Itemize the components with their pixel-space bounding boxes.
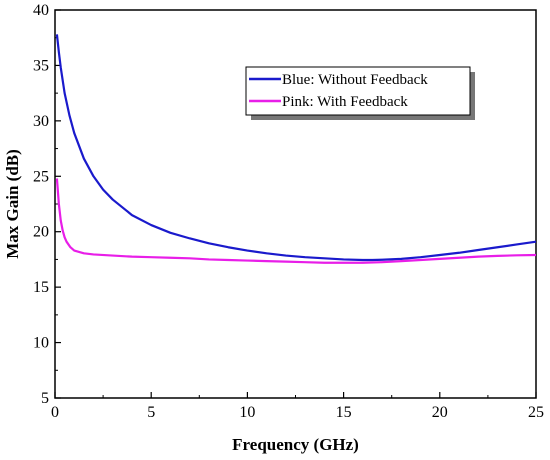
x-tick-label: 20 xyxy=(432,404,448,421)
x-tick-label: 5 xyxy=(147,404,155,421)
x-axis-title: Frequency (GHz) xyxy=(232,435,359,454)
x-tick-label: 0 xyxy=(51,404,59,421)
x-tick-label: 25 xyxy=(528,404,544,421)
y-tick-label: 30 xyxy=(33,113,49,130)
y-tick-label: 5 xyxy=(41,390,49,407)
y-tick-label: 25 xyxy=(33,168,49,185)
y-tick-label: 15 xyxy=(33,279,49,296)
y-tick-label: 40 xyxy=(33,2,49,19)
y-tick-label: 10 xyxy=(33,335,49,352)
x-tick-label: 10 xyxy=(239,404,255,421)
series-line-with-feedback xyxy=(55,178,537,264)
legend-label: Blue: Without Feedback xyxy=(282,72,428,88)
legend-label: Pink: With Feedback xyxy=(282,94,408,110)
y-axis-title: Max Gain (dB) xyxy=(3,149,22,259)
legend-box xyxy=(245,66,471,116)
x-tick-label: 15 xyxy=(336,404,352,421)
y-tick-label: 20 xyxy=(33,224,49,241)
y-tick-label: 35 xyxy=(33,57,49,74)
series-line-without-feedback xyxy=(55,34,537,262)
